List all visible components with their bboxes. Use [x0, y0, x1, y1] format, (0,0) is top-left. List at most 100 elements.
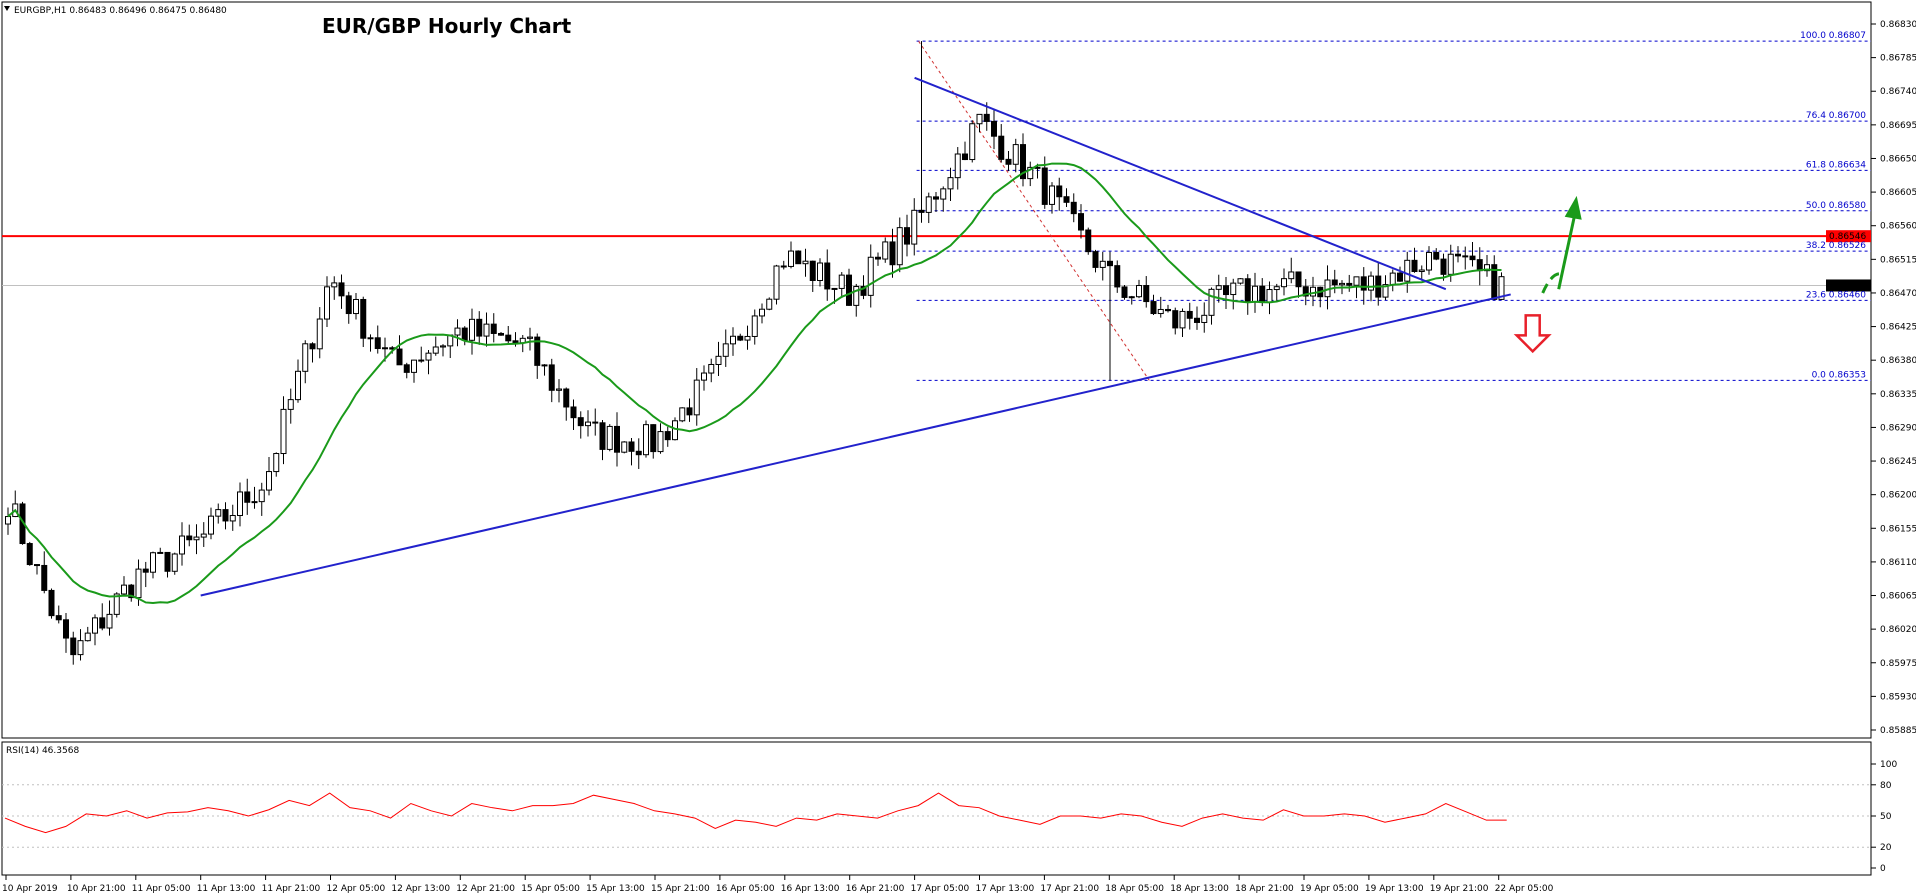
candle-body: [1259, 285, 1266, 304]
candle-body: [113, 593, 120, 615]
candle-body: [92, 617, 98, 634]
candle-body: [1418, 269, 1425, 273]
candle-body: [208, 515, 214, 535]
rsi-axis-label: 0: [1880, 864, 1886, 874]
candle-body: [889, 241, 896, 266]
candle-body: [853, 286, 860, 306]
candle-body: [998, 135, 1005, 160]
price-axis-label: 0.86335: [1880, 390, 1916, 400]
candle-body: [512, 340, 519, 344]
time-axis-label: 12 Apr 21:00: [456, 884, 515, 894]
candle-body: [5, 516, 11, 525]
candle-body: [1426, 251, 1432, 271]
time-axis-label: 15 Apr 13:00: [586, 884, 645, 894]
candle-body: [295, 370, 301, 401]
candle-body: [1491, 264, 1498, 300]
candle-body: [287, 399, 294, 410]
candle-body: [1288, 271, 1295, 280]
price-axis-label: 0.86380: [1880, 356, 1916, 366]
candle-body: [1397, 272, 1403, 282]
candle-body: [1157, 308, 1164, 315]
trendlines: [200, 76, 1511, 597]
candle-body: [367, 337, 374, 340]
price-axis-label: 0.85930: [1880, 692, 1916, 702]
candle-body: [215, 509, 222, 517]
candle-body: [824, 262, 831, 290]
candle-body: [1455, 253, 1461, 257]
candle-body: [1484, 264, 1490, 272]
arrow-up-icon: [1564, 195, 1582, 220]
candle-body: [1339, 282, 1345, 286]
time-axis-label: 18 Apr 13:00: [1170, 884, 1229, 894]
candle-body: [962, 153, 968, 161]
price-axis-label: 0.86155: [1880, 524, 1916, 534]
candle-body: [63, 619, 69, 639]
candle-body: [1281, 278, 1287, 288]
current-price-tag-label: 0.86480: [1829, 281, 1866, 291]
candle-body: [1440, 258, 1447, 275]
candle-body: [244, 491, 251, 503]
candle-body: [418, 359, 425, 362]
candle-body: [1041, 167, 1048, 205]
rsi-panel: 100 80 50 20 0: [2, 760, 1897, 874]
candle-body: [490, 323, 497, 334]
candle-body: [142, 568, 149, 573]
candle-body: [809, 260, 816, 281]
candle-body: [106, 613, 113, 629]
candle-body: [1368, 275, 1374, 291]
candle-body: [99, 617, 106, 629]
fib-diagonal: [918, 40, 1150, 381]
candle-body: [1411, 259, 1418, 273]
candle-body: [585, 421, 591, 427]
candle-body: [838, 274, 845, 289]
candle-body: [556, 388, 562, 391]
candle-body: [1273, 286, 1280, 291]
candle-body: [650, 424, 657, 453]
chart-menu-icon[interactable]: [4, 6, 10, 11]
candle-body: [628, 441, 635, 452]
candle-body: [41, 564, 48, 591]
time-axis-label: 18 Apr 21:00: [1235, 884, 1294, 894]
price-axis-label: 0.86515: [1880, 255, 1916, 265]
candle-body: [606, 425, 613, 450]
candle-body: [976, 113, 983, 125]
candle-body: [1244, 278, 1251, 303]
candle-body: [1266, 289, 1273, 304]
candle-body: [1012, 144, 1019, 165]
time-axis-label: 12 Apr 13:00: [391, 884, 450, 894]
time-axis-label: 19 Apr 05:00: [1300, 884, 1359, 894]
candle-body: [1201, 314, 1208, 323]
candle-body: [200, 533, 207, 538]
price-axis-label: 0.86785: [1880, 54, 1916, 64]
candle-body: [1462, 255, 1469, 258]
price-axis-label: 0.85975: [1880, 659, 1916, 669]
candle-body: [715, 355, 722, 365]
candle-body: [411, 359, 417, 373]
candle-body: [1302, 286, 1309, 297]
candle-body: [1353, 276, 1360, 286]
candle-body: [1085, 229, 1092, 253]
candle-body: [1469, 255, 1476, 261]
candle-body: [360, 298, 367, 339]
candle-body: [867, 256, 874, 296]
candle-body: [1049, 185, 1055, 205]
arrow-up-shaft: [1557, 214, 1577, 290]
price-axis-label: 0.86695: [1880, 121, 1916, 131]
candle-body: [1230, 282, 1237, 296]
candle-body: [309, 343, 316, 350]
candle-body: [505, 334, 512, 342]
candle-body: [621, 441, 628, 453]
price-axis-label: 0.86200: [1880, 491, 1916, 501]
candle-body: [338, 282, 345, 297]
rsi-axis-label: 20: [1880, 843, 1892, 853]
candle-body: [541, 364, 548, 367]
price-axis: 0.86830 0.86785 0.86740 0.86695 0.86650 0.866…: [1871, 20, 1916, 736]
candle-body: [454, 327, 461, 336]
candle-body: [1237, 278, 1244, 284]
candle-body: [1208, 288, 1215, 316]
candle-body: [469, 318, 475, 341]
candle-body: [983, 113, 990, 122]
time-axis-label: 17 Apr 21:00: [1040, 884, 1099, 894]
candle-body: [896, 227, 903, 266]
symbol-info: EURGBP,H1 0.86483 0.86496 0.86475 0.8648…: [14, 6, 227, 16]
